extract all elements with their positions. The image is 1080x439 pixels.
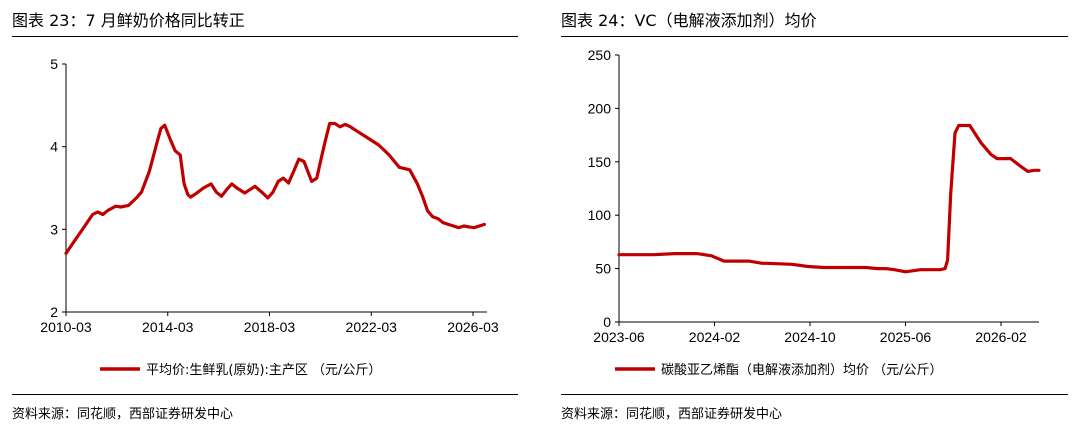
x-tick-label: 2023-06 xyxy=(593,329,645,345)
x-tick-label: 2022-03 xyxy=(346,319,398,335)
legend-label: 碳酸亚乙烯酯（电解液添加剂）均价 （元/公斤） xyxy=(661,363,943,378)
y-tick-label: 4 xyxy=(50,139,58,155)
y-tick-label: 5 xyxy=(50,56,58,72)
series-line xyxy=(64,121,486,255)
chart-title: 图表 24：VC（电解液添加剂）均价 xyxy=(561,11,817,30)
y-tick-label: 250 xyxy=(588,47,612,63)
y-tick-label: 100 xyxy=(588,207,612,223)
x-tick-label: 2025-06 xyxy=(880,329,932,345)
source-divider xyxy=(561,394,1068,395)
y-tick-label: 50 xyxy=(595,261,611,277)
y-tick-label: 0 xyxy=(603,314,611,330)
source-note: 资料来源：同花顺，西部证券研发中心 xyxy=(561,407,783,422)
title-divider xyxy=(561,36,1068,37)
left-chart-svg: 2 3 4 5 2010-03 2014-03 2018-03 2022-03 2026-03 平… xyxy=(40,56,499,378)
title-divider xyxy=(12,36,518,37)
y-tick-label: 3 xyxy=(50,221,58,237)
right-chart-svg: 0 50 100 150 200 250 2023-06 2024-02 2024-10 2025… xyxy=(588,47,1041,378)
x-tick-label: 2014-03 xyxy=(142,319,194,335)
x-tick-label: 2010-03 xyxy=(40,319,92,335)
y-tick-label: 150 xyxy=(588,154,612,170)
source-note: 资料来源：同花顺，西部证券研发中心 xyxy=(12,407,234,422)
x-tick-label: 2026-02 xyxy=(975,329,1027,345)
source-divider xyxy=(12,394,518,395)
y-tick-label: 200 xyxy=(588,100,612,116)
right-chart-panel: 图表 24：VC（电解液添加剂）均价 0 50 100 150 200 250 2023-0… xyxy=(549,0,1080,439)
series-line xyxy=(617,123,1041,274)
y-tick-label: 2 xyxy=(50,304,58,320)
x-tick-label: 2024-02 xyxy=(689,329,741,345)
chart-title: 图表 23：7 月鲜奶价格同比转正 xyxy=(12,11,245,30)
legend-label: 平均价:生鲜乳(原奶):主产区 （元/公斤） xyxy=(146,363,381,378)
left-chart-panel: 图表 23：7 月鲜奶价格同比转正 2 3 4 5 2010-03 2014-03 2018… xyxy=(0,0,530,439)
x-tick-label: 2018-03 xyxy=(244,319,296,335)
x-tick-label: 2024-10 xyxy=(784,329,836,345)
x-tick-label: 2026-03 xyxy=(447,319,499,335)
